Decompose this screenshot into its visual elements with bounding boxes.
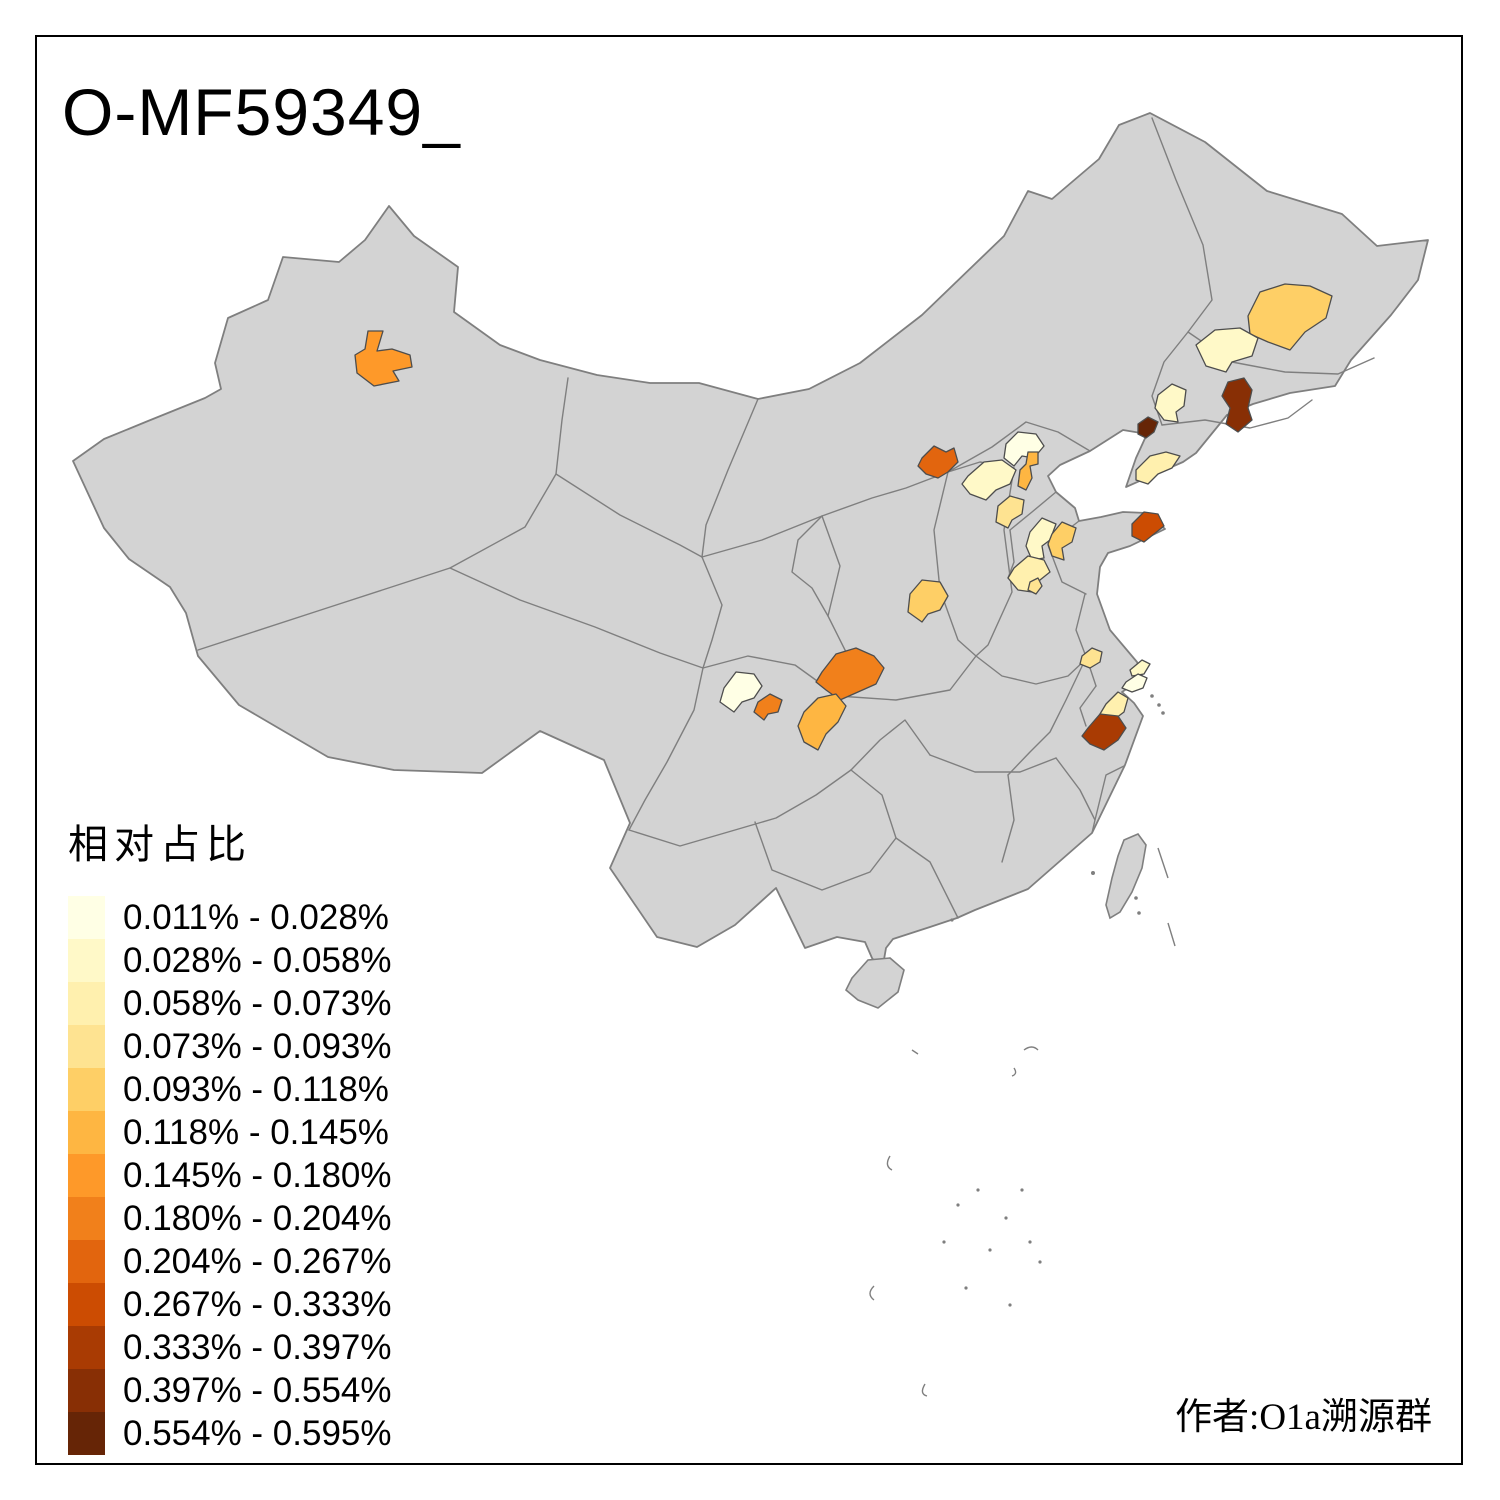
legend-swatch: [68, 939, 105, 982]
highlighted-regions: [354, 283, 1333, 751]
map-region: [753, 693, 783, 721]
legend-label: 0.267% - 0.333%: [123, 1285, 392, 1324]
map-region: [1047, 521, 1077, 561]
legend-swatch: [68, 1369, 105, 1412]
map-region: [797, 693, 847, 751]
legend-swatch: [68, 1197, 105, 1240]
legend-swatch: [68, 1412, 105, 1455]
legend-item: 0.180% - 0.204%: [68, 1197, 488, 1240]
map-region: [1129, 659, 1151, 677]
legend-item: 0.073% - 0.093%: [68, 1025, 488, 1068]
legend-label: 0.073% - 0.093%: [123, 1027, 392, 1066]
legend-item: 0.554% - 0.595%: [68, 1412, 488, 1455]
map-region: [1131, 511, 1165, 543]
legend-swatch: [68, 1283, 105, 1326]
map-region: [1121, 673, 1148, 693]
legend-label: 0.093% - 0.118%: [123, 1070, 389, 1109]
map-region: [354, 330, 413, 387]
legend-swatch: [68, 1111, 105, 1154]
plot-frame: [35, 35, 1463, 1465]
map-region: [1081, 713, 1127, 751]
legend-item: 0.333% - 0.397%: [68, 1326, 488, 1369]
legend-label: 0.554% - 0.595%: [123, 1414, 392, 1453]
legend-label: 0.058% - 0.073%: [123, 984, 392, 1023]
legend-swatch: [68, 982, 105, 1025]
legend-item: 0.093% - 0.118%: [68, 1068, 488, 1111]
map-region: [719, 671, 763, 713]
legend-item: 0.145% - 0.180%: [68, 1154, 488, 1197]
legend-swatch: [68, 1326, 105, 1369]
legend-swatch: [68, 1154, 105, 1197]
legend-rows: 0.011% - 0.028% 0.028% - 0.058% 0.058% -…: [68, 896, 488, 1455]
map-region: [1135, 451, 1181, 485]
map-region: [815, 647, 885, 701]
province-borders: [197, 117, 1375, 919]
page-title: O-MF59349_: [62, 75, 461, 149]
legend-item: 0.204% - 0.267%: [68, 1240, 488, 1283]
legend-label: 0.145% - 0.180%: [123, 1156, 392, 1195]
taiwan-island: [1105, 833, 1147, 920]
legend-item: 0.028% - 0.058%: [68, 939, 488, 982]
legend-label: 0.028% - 0.058%: [123, 941, 392, 980]
hainan-island: [845, 957, 905, 1009]
legend-label: 0.397% - 0.554%: [123, 1371, 392, 1410]
legend-item: 0.397% - 0.554%: [68, 1369, 488, 1412]
legend-label: 0.333% - 0.397%: [123, 1328, 392, 1367]
map-region: [907, 579, 949, 623]
map-region: [1017, 451, 1039, 491]
map-region: [1137, 416, 1159, 439]
map-region: [1154, 383, 1187, 423]
map-region: [1007, 555, 1051, 593]
legend: 相对占比 0.011% - 0.028% 0.028% - 0.058% 0.0…: [68, 812, 488, 1455]
legend-item: 0.058% - 0.073%: [68, 982, 488, 1025]
legend-title: 相对占比: [68, 822, 252, 867]
legend-label: 0.180% - 0.204%: [123, 1199, 392, 1238]
map-region: [995, 495, 1025, 529]
map-region: [1195, 327, 1259, 373]
legend-swatch: [68, 1068, 105, 1111]
attribution-text: 作者:O1a溯源群: [1175, 1397, 1432, 1438]
map-region: [1247, 283, 1333, 351]
map-region: [1221, 377, 1253, 433]
south-china-sea-islands: [869, 694, 1176, 1397]
map-region: [1027, 577, 1043, 595]
legend-swatch: [68, 1025, 105, 1068]
map-region: [917, 445, 959, 479]
legend-label: 0.118% - 0.145%: [123, 1113, 389, 1152]
map-region: [961, 459, 1017, 501]
legend-label: 0.204% - 0.267%: [123, 1242, 392, 1281]
legend-item: 0.118% - 0.145%: [68, 1111, 488, 1154]
legend-label: 0.011% - 0.028%: [123, 898, 389, 937]
legend-item: 0.267% - 0.333%: [68, 1283, 488, 1326]
legend-item: 0.011% - 0.028%: [68, 896, 488, 939]
legend-swatch: [68, 896, 105, 939]
map-region: [1025, 517, 1057, 561]
mainland-outline: [72, 112, 1429, 972]
map-region: [1079, 647, 1103, 669]
legend-swatch: [68, 1240, 105, 1283]
